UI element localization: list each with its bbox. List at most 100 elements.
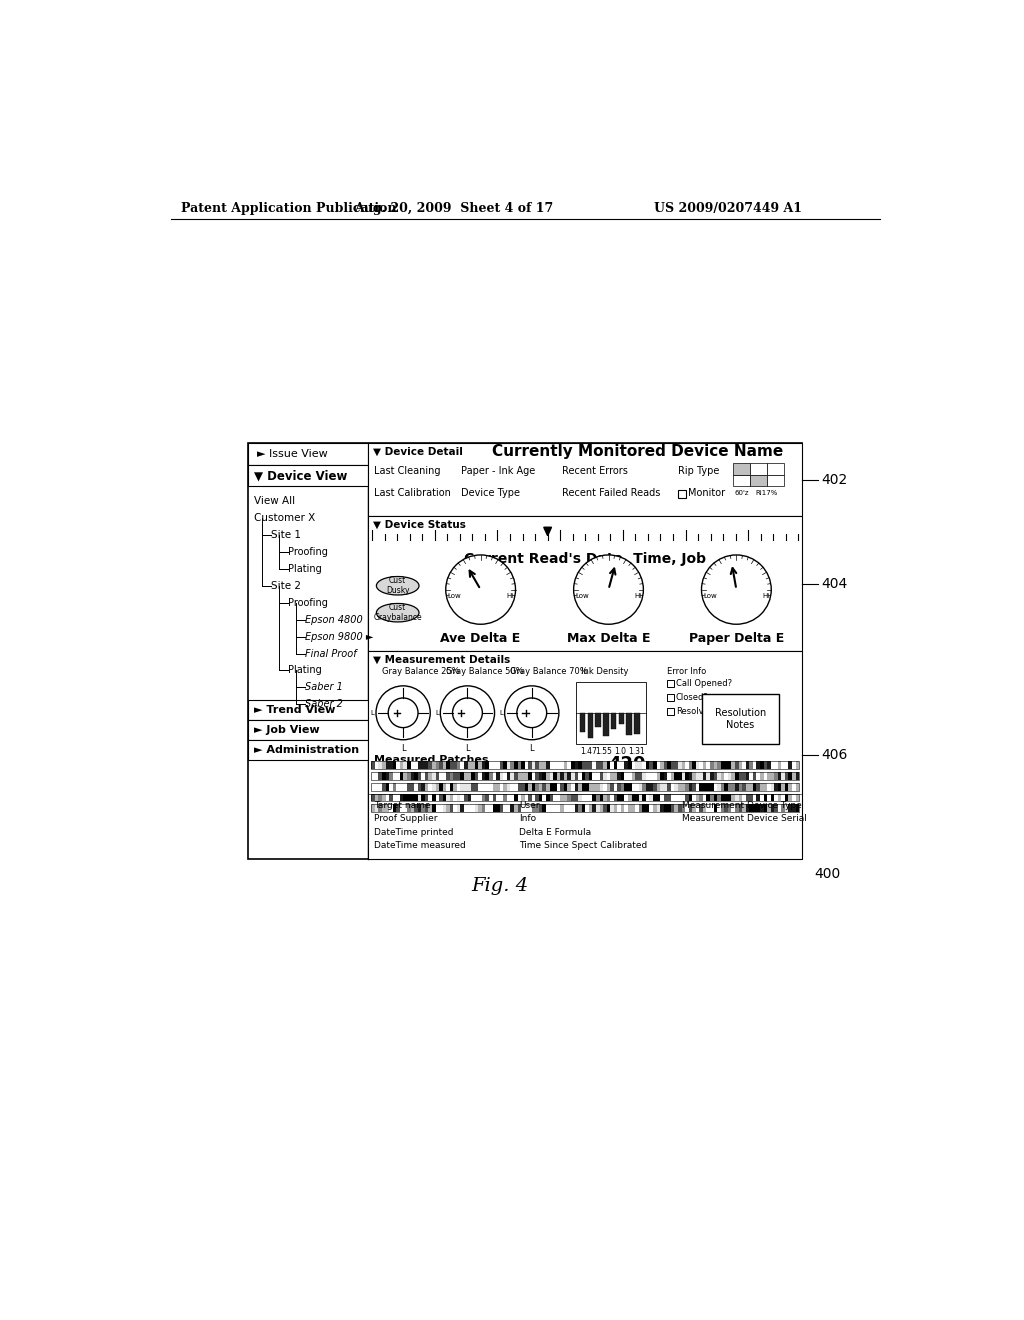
Bar <box>379 804 382 812</box>
Bar <box>753 772 757 780</box>
Bar <box>386 772 389 780</box>
Bar <box>692 762 695 770</box>
Bar <box>582 804 586 812</box>
Bar <box>617 762 621 770</box>
Bar <box>567 804 571 812</box>
Bar <box>575 682 646 743</box>
Text: Last Calibration: Last Calibration <box>375 488 452 499</box>
Bar <box>521 804 524 812</box>
Text: Hi: Hi <box>635 593 642 599</box>
Bar <box>735 772 738 780</box>
Bar <box>710 762 714 770</box>
Text: Error Info: Error Info <box>667 667 706 676</box>
Bar <box>536 762 539 770</box>
Bar <box>514 793 517 801</box>
Bar <box>617 772 621 780</box>
Bar <box>682 793 685 801</box>
Bar <box>464 793 468 801</box>
Bar <box>617 783 621 791</box>
Bar <box>428 804 432 812</box>
Bar <box>745 804 750 812</box>
Bar <box>382 762 386 770</box>
Bar <box>574 783 579 791</box>
Bar <box>628 762 632 770</box>
Bar <box>475 804 478 812</box>
Bar <box>792 804 796 812</box>
Bar <box>503 793 507 801</box>
Bar <box>468 793 471 801</box>
Text: ► Trend View: ► Trend View <box>254 705 336 714</box>
Text: L: L <box>465 743 470 752</box>
Bar <box>721 793 724 801</box>
Bar <box>731 783 735 791</box>
Bar <box>675 772 678 780</box>
Bar <box>668 793 671 801</box>
Bar <box>632 772 635 780</box>
Bar <box>610 804 613 812</box>
Bar <box>454 783 457 791</box>
Bar <box>586 762 589 770</box>
Bar <box>372 772 375 780</box>
Text: Saber 2: Saber 2 <box>305 700 343 709</box>
Bar <box>553 793 557 801</box>
Bar <box>489 804 493 812</box>
Bar <box>688 772 692 780</box>
Bar <box>536 804 539 812</box>
Bar <box>653 762 656 770</box>
Bar <box>750 793 753 801</box>
Text: Rip Type: Rip Type <box>678 466 720 477</box>
Bar <box>403 772 407 780</box>
Bar <box>407 772 411 780</box>
Bar <box>660 772 664 780</box>
Bar <box>446 783 450 791</box>
Bar <box>553 783 557 791</box>
Bar <box>517 772 521 780</box>
Bar <box>524 762 528 770</box>
Bar <box>550 804 553 812</box>
Bar <box>517 804 521 812</box>
Bar <box>610 783 613 791</box>
Text: DateTime measured: DateTime measured <box>375 841 466 850</box>
Bar <box>407 793 411 801</box>
Text: User: User <box>519 801 540 810</box>
Bar <box>375 783 379 791</box>
Bar <box>582 793 586 801</box>
Bar <box>774 783 778 791</box>
Bar <box>784 783 788 791</box>
Bar <box>393 772 396 780</box>
Text: 1.31: 1.31 <box>629 747 645 755</box>
Text: Ink Density: Ink Density <box>582 667 629 676</box>
Bar <box>625 783 628 791</box>
Bar <box>454 762 457 770</box>
Bar <box>435 783 439 791</box>
Bar <box>646 762 649 770</box>
Bar <box>635 793 639 801</box>
Bar <box>586 804 589 812</box>
Bar <box>757 762 760 770</box>
Bar <box>528 793 531 801</box>
Bar <box>582 783 586 791</box>
Bar <box>564 772 567 780</box>
Bar <box>510 762 514 770</box>
Bar <box>714 762 717 770</box>
Bar <box>375 762 379 770</box>
Bar <box>764 793 767 801</box>
Bar <box>403 793 407 801</box>
Bar <box>510 793 514 801</box>
Bar <box>781 772 784 780</box>
Text: Recent Errors: Recent Errors <box>562 466 628 477</box>
Bar <box>550 783 553 791</box>
Bar <box>439 783 442 791</box>
Bar <box>757 783 760 791</box>
Bar <box>421 783 425 791</box>
Text: Proof Supplier: Proof Supplier <box>375 814 438 824</box>
Text: Gray Balance 25%: Gray Balance 25% <box>382 667 460 676</box>
Bar <box>510 772 514 780</box>
Circle shape <box>701 554 771 624</box>
Bar <box>579 804 582 812</box>
Text: Max Delta E: Max Delta E <box>566 632 650 645</box>
Bar <box>589 762 592 770</box>
Bar <box>396 762 399 770</box>
Bar <box>489 783 493 791</box>
Bar <box>635 783 639 791</box>
